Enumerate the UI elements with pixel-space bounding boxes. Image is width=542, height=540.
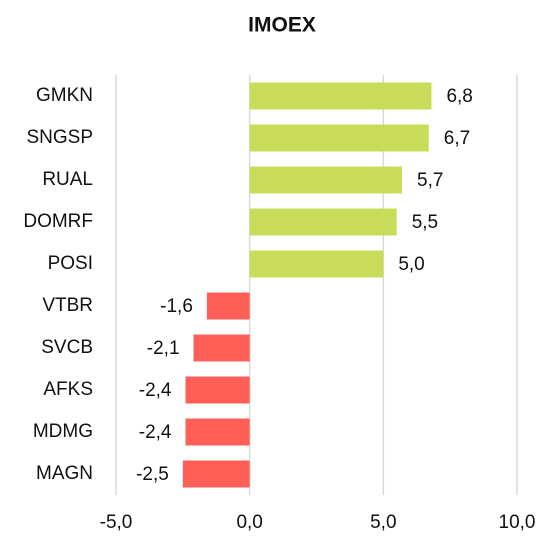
y-tick-label: DOMRF xyxy=(23,211,93,232)
value-label: 6,8 xyxy=(446,86,472,107)
bar xyxy=(185,376,250,404)
x-tick-label: 0,0 xyxy=(236,512,262,533)
y-tick-label: SNGSP xyxy=(26,127,93,148)
bar xyxy=(182,460,250,488)
x-tick-label: -5,0 xyxy=(100,512,133,533)
value-label: 5,5 xyxy=(412,212,438,233)
bar xyxy=(249,208,397,236)
y-tick-label: MDMG xyxy=(33,421,93,442)
value-label: -2,1 xyxy=(147,338,180,359)
y-tick-label: RUAL xyxy=(42,169,93,190)
y-tick-label: POSI xyxy=(48,253,93,274)
value-label: -2,4 xyxy=(139,380,172,401)
y-tick-label: MAGN xyxy=(36,463,93,484)
bar xyxy=(206,292,250,320)
value-label: -2,4 xyxy=(139,422,172,443)
value-label: 6,7 xyxy=(444,128,470,149)
bar xyxy=(185,418,250,446)
y-tick-label: VTBR xyxy=(42,295,93,316)
bar xyxy=(193,334,250,362)
chart-title: IMOEX xyxy=(248,14,316,37)
value-label: 5,0 xyxy=(398,254,424,275)
value-label: -2,5 xyxy=(136,464,169,485)
y-tick-label: SVCB xyxy=(41,337,93,358)
y-tick-label: GMKN xyxy=(36,85,93,106)
y-tick-label: AFKS xyxy=(43,379,93,400)
bar xyxy=(249,124,429,152)
bar xyxy=(249,82,432,110)
value-label: 5,7 xyxy=(417,170,443,191)
bar xyxy=(249,166,403,194)
bar xyxy=(249,250,384,278)
x-tick-label: 10,0 xyxy=(499,512,536,533)
value-label: -1,6 xyxy=(160,296,193,317)
x-tick-label: 5,0 xyxy=(370,512,396,533)
